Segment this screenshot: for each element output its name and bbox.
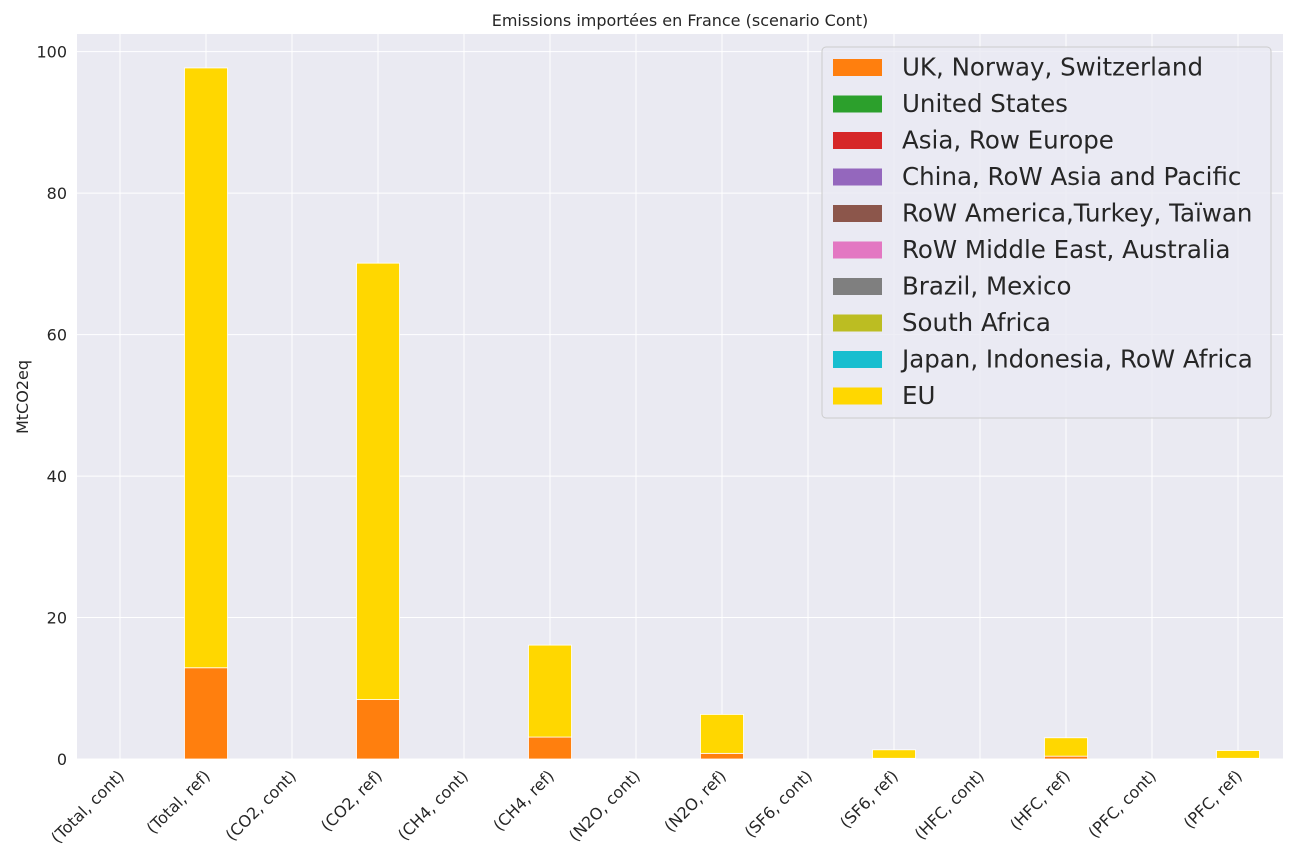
legend-swatch	[833, 387, 882, 405]
x-tick-label: (CO2, ref)	[317, 766, 386, 835]
x-tick-label: (Total, cont)	[47, 766, 128, 847]
bar-segment	[356, 699, 400, 760]
legend-swatch	[833, 241, 882, 259]
legend-label: Japan, Indonesia, RoW Africa	[900, 345, 1253, 374]
bar-segment	[184, 667, 228, 760]
legend-label: China, RoW Asia and Pacific	[902, 162, 1241, 191]
x-tick-label: (SF6, cont)	[741, 766, 816, 841]
x-tick-label: (HFC, ref)	[1006, 766, 1074, 834]
legend-label: EU	[902, 381, 935, 410]
y-tick-label: 60	[47, 326, 67, 345]
legend-label: Asia, Row Europe	[902, 126, 1114, 155]
legend-label: Brazil, Mexico	[902, 272, 1072, 301]
legend-box	[821, 46, 1272, 419]
legend-swatch	[833, 205, 882, 222]
x-tick-label: (PFC, ref)	[1180, 766, 1246, 832]
legend: UK, Norway, Switzerland United States Asia…	[821, 46, 1272, 419]
bar-segment	[1216, 750, 1260, 759]
y-tick-label: 100	[36, 43, 67, 62]
legend-swatch	[833, 351, 882, 368]
y-axis-label: MtCO2eq	[13, 360, 32, 434]
bar-segment	[700, 714, 744, 754]
bar-segment	[356, 262, 400, 700]
bar-segment	[184, 67, 228, 669]
y-tick-label: 20	[47, 609, 67, 628]
y-tick-label: 80	[47, 184, 67, 203]
x-tick-label: (Total, ref)	[143, 766, 214, 837]
legend-label: RoW America,Turkey, Taïwan	[902, 199, 1252, 228]
x-tick-label: (CH4, ref)	[489, 766, 557, 834]
x-tick-label: (CH4, cont)	[394, 766, 472, 844]
x-tick-label: (N2O, ref)	[660, 766, 729, 835]
legend-swatch	[833, 168, 882, 186]
x-axis-ticks: (Total, cont) (Total, ref) (CO2, cont) (CO2…	[47, 766, 1246, 847]
x-tick-label: (PFC, cont)	[1084, 766, 1159, 841]
legend-label: United States	[902, 89, 1068, 118]
bar-segment	[700, 752, 744, 760]
legend-label: RoW Middle East, Australia	[902, 235, 1230, 264]
x-tick-label: (HFC, cont)	[911, 766, 988, 843]
x-tick-label: (CO2, cont)	[222, 766, 300, 844]
y-axis-ticks: 0 20 40 60 80 100	[36, 43, 67, 769]
legend-swatch	[833, 59, 882, 76]
bar-segment	[1044, 737, 1088, 757]
x-tick-label: (N2O, cont)	[565, 766, 644, 845]
bar-segment	[1044, 755, 1088, 760]
legend-swatch	[833, 314, 882, 332]
bar-segment	[528, 644, 572, 738]
legend-swatch	[833, 278, 882, 295]
chart-title: Emissions importées en France (scenario …	[492, 11, 869, 30]
x-tick-label: (SF6, ref)	[836, 766, 902, 832]
bar-series	[184, 67, 1260, 760]
legend-swatch	[833, 132, 882, 149]
legend-swatch	[833, 95, 882, 113]
y-tick-label: 0	[57, 750, 67, 769]
y-tick-label: 40	[47, 467, 67, 486]
bar-segment	[528, 736, 572, 760]
legend-label: South Africa	[902, 308, 1051, 337]
bar-segment	[872, 749, 916, 759]
legend-label: UK, Norway, Switzerland	[902, 53, 1203, 82]
